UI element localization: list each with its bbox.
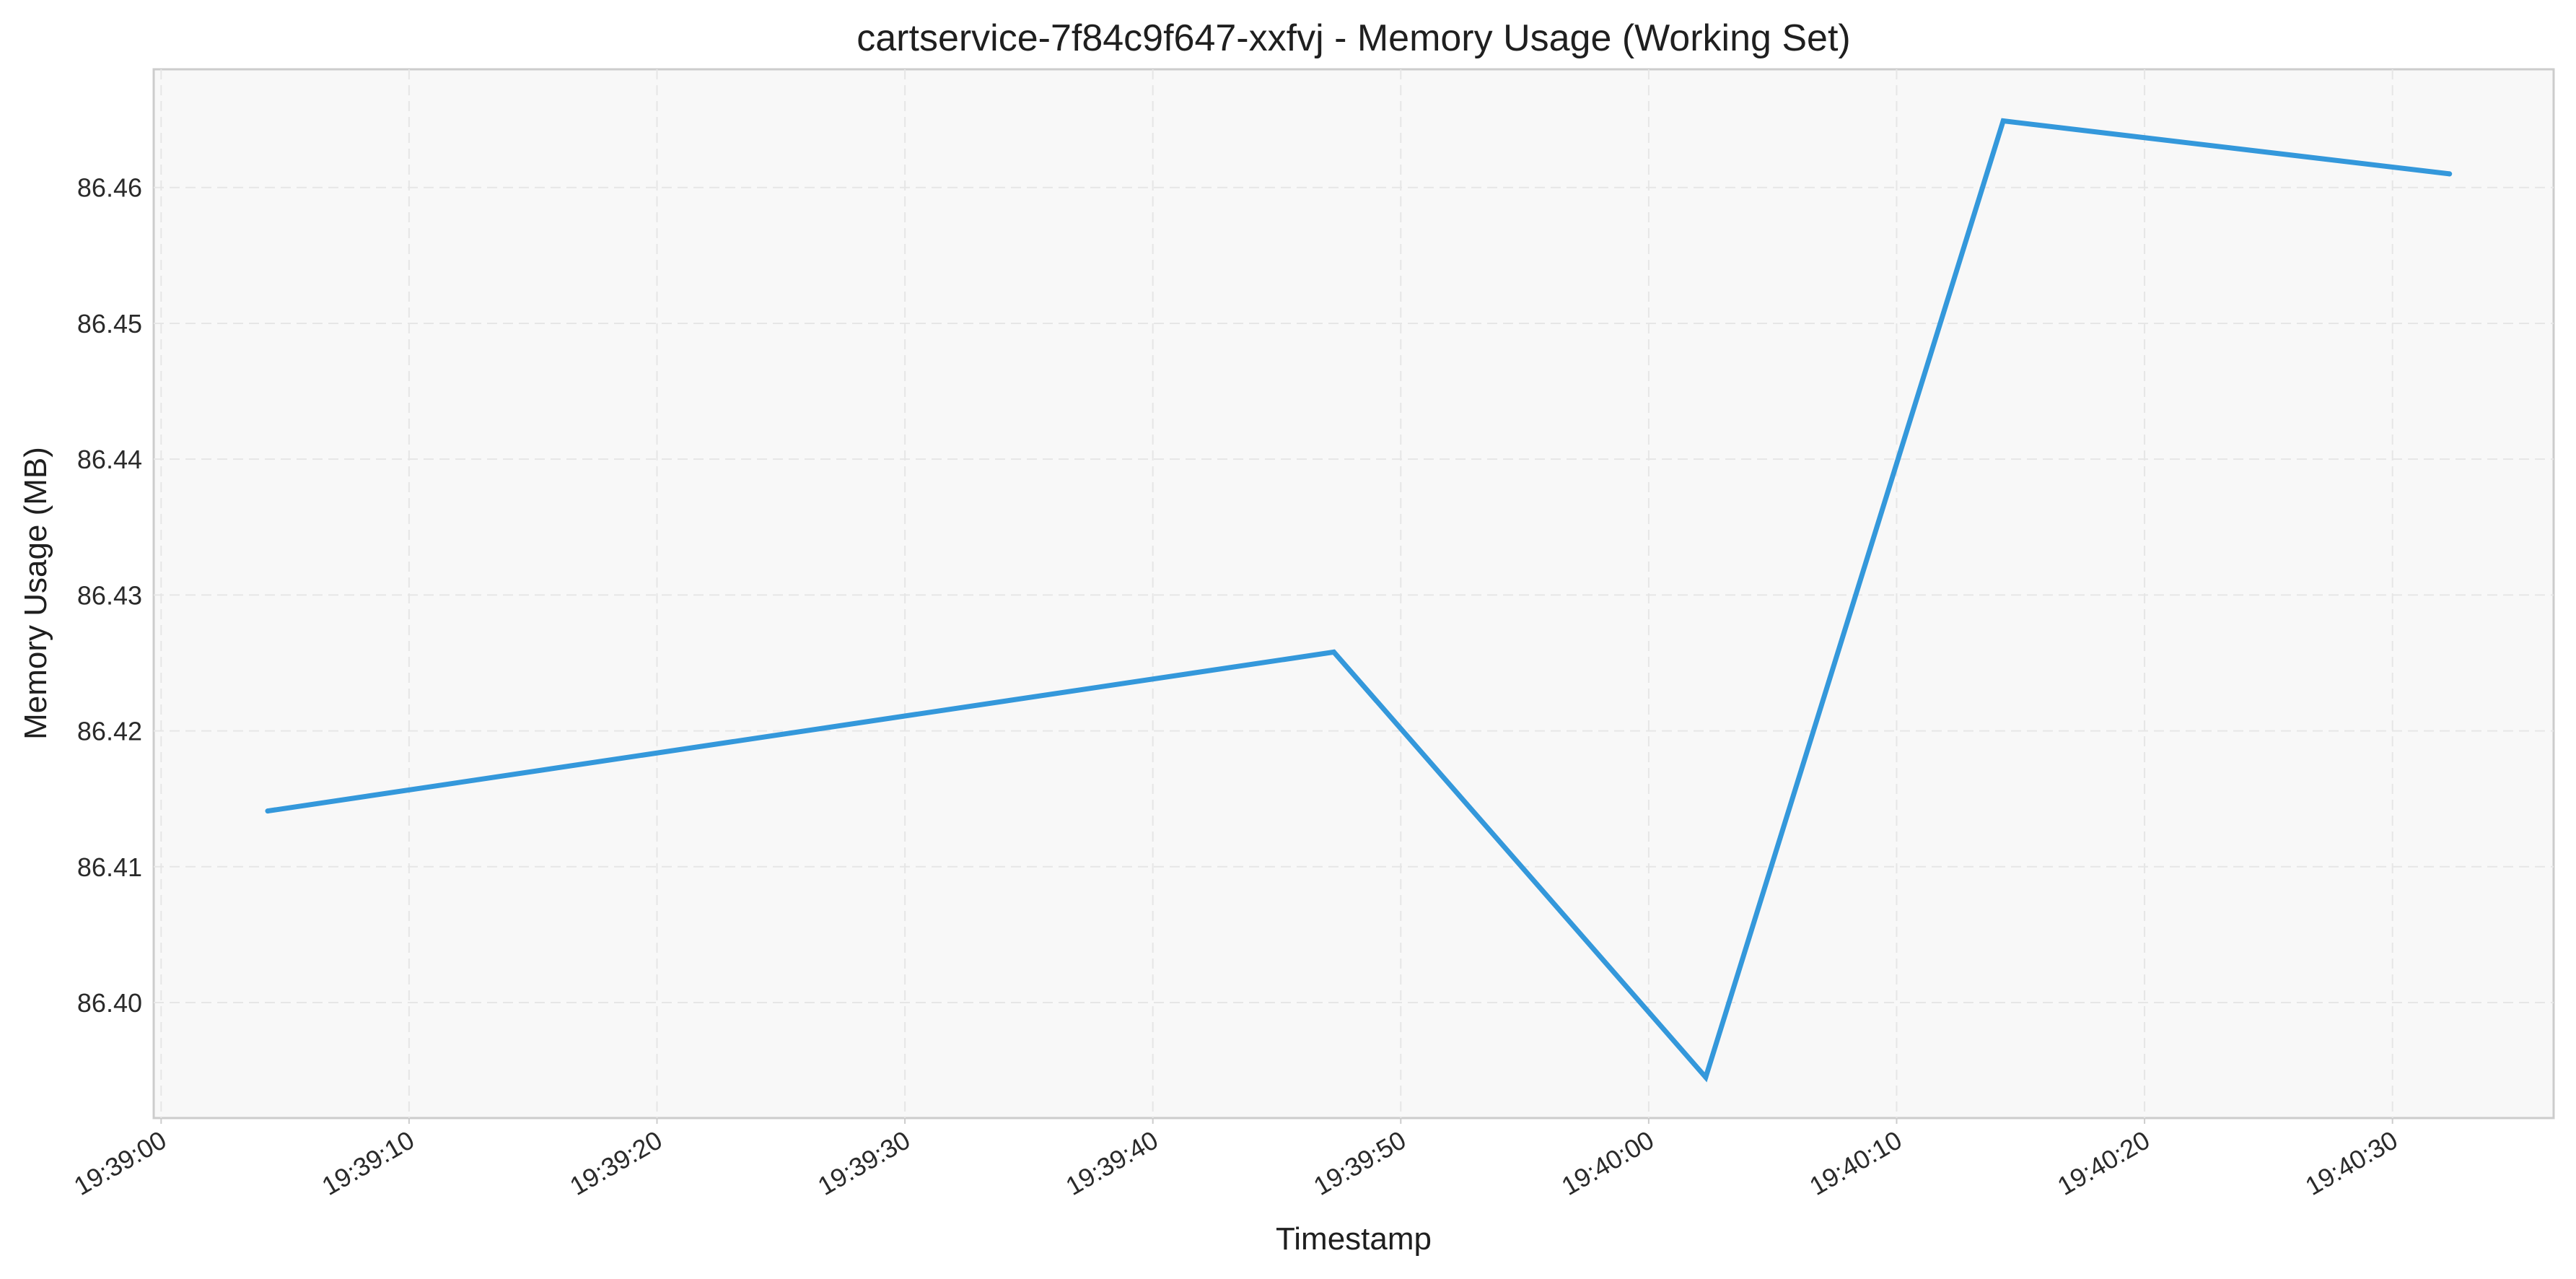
grid-lines [154,69,2554,1118]
y-tick-label: 86.44 [77,445,142,474]
y-tick-label: 86.43 [77,580,142,610]
x-tick-label: 19:39:10 [317,1125,419,1201]
y-axis-label: Memory Usage (MB) [18,447,53,740]
x-tick-label: 19:39:20 [565,1125,667,1201]
x-tick-label: 19:40:00 [1556,1125,1659,1201]
y-tick-label: 86.42 [77,717,142,746]
x-tick-label: 19:39:40 [1061,1125,1163,1201]
x-axis-label: Timestamp [1276,1221,1432,1257]
y-tick-label: 86.45 [77,309,142,339]
x-tick-label: 19:40:10 [1805,1125,1907,1201]
y-tick-label: 86.40 [77,988,142,1018]
x-tick-label: 19:39:00 [69,1125,171,1201]
data-point [1703,1075,1709,1081]
series-layer [265,118,2453,1083]
chart-title: cartservice-7f84c9f647-xxfvj - Memory Us… [857,17,1850,59]
y-tick-label: 86.41 [77,852,142,882]
x-tick-label: 19:40:30 [2300,1125,2403,1201]
x-tick-label: 19:39:50 [1308,1125,1411,1201]
y-tick-label: 86.46 [77,173,142,203]
data-point [1331,649,1337,655]
plot-area [152,68,2555,1119]
data-point [265,808,271,814]
data-point [2000,118,2006,124]
data-point [2447,171,2453,177]
x-tick-label: 19:39:30 [812,1125,915,1201]
x-tick-label: 19:40:20 [2052,1125,2155,1201]
